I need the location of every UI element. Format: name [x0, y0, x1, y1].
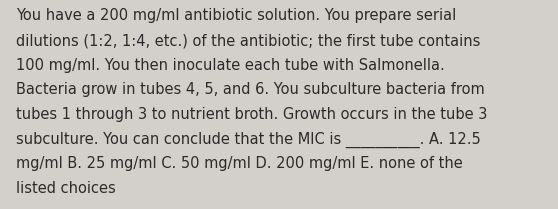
Text: mg/ml B. 25 mg/ml C. 50 mg/ml D. 200 mg/ml E. none of the: mg/ml B. 25 mg/ml C. 50 mg/ml D. 200 mg/… — [16, 156, 463, 171]
Text: You have a 200 mg/ml antibiotic solution. You prepare serial: You have a 200 mg/ml antibiotic solution… — [16, 8, 456, 23]
Text: dilutions (1:2, 1:4, etc.) of the antibiotic; the first tube contains: dilutions (1:2, 1:4, etc.) of the antibi… — [16, 33, 480, 48]
Text: 100 mg/ml. You then inoculate each tube with Salmonella.: 100 mg/ml. You then inoculate each tube … — [16, 58, 444, 73]
Text: listed choices: listed choices — [16, 181, 116, 196]
Text: subculture. You can conclude that the MIC is __________. A. 12.5: subculture. You can conclude that the MI… — [16, 132, 480, 148]
Text: tubes 1 through 3 to nutrient broth. Growth occurs in the tube 3: tubes 1 through 3 to nutrient broth. Gro… — [16, 107, 487, 122]
Text: Bacteria grow in tubes 4, 5, and 6. You subculture bacteria from: Bacteria grow in tubes 4, 5, and 6. You … — [16, 82, 484, 97]
